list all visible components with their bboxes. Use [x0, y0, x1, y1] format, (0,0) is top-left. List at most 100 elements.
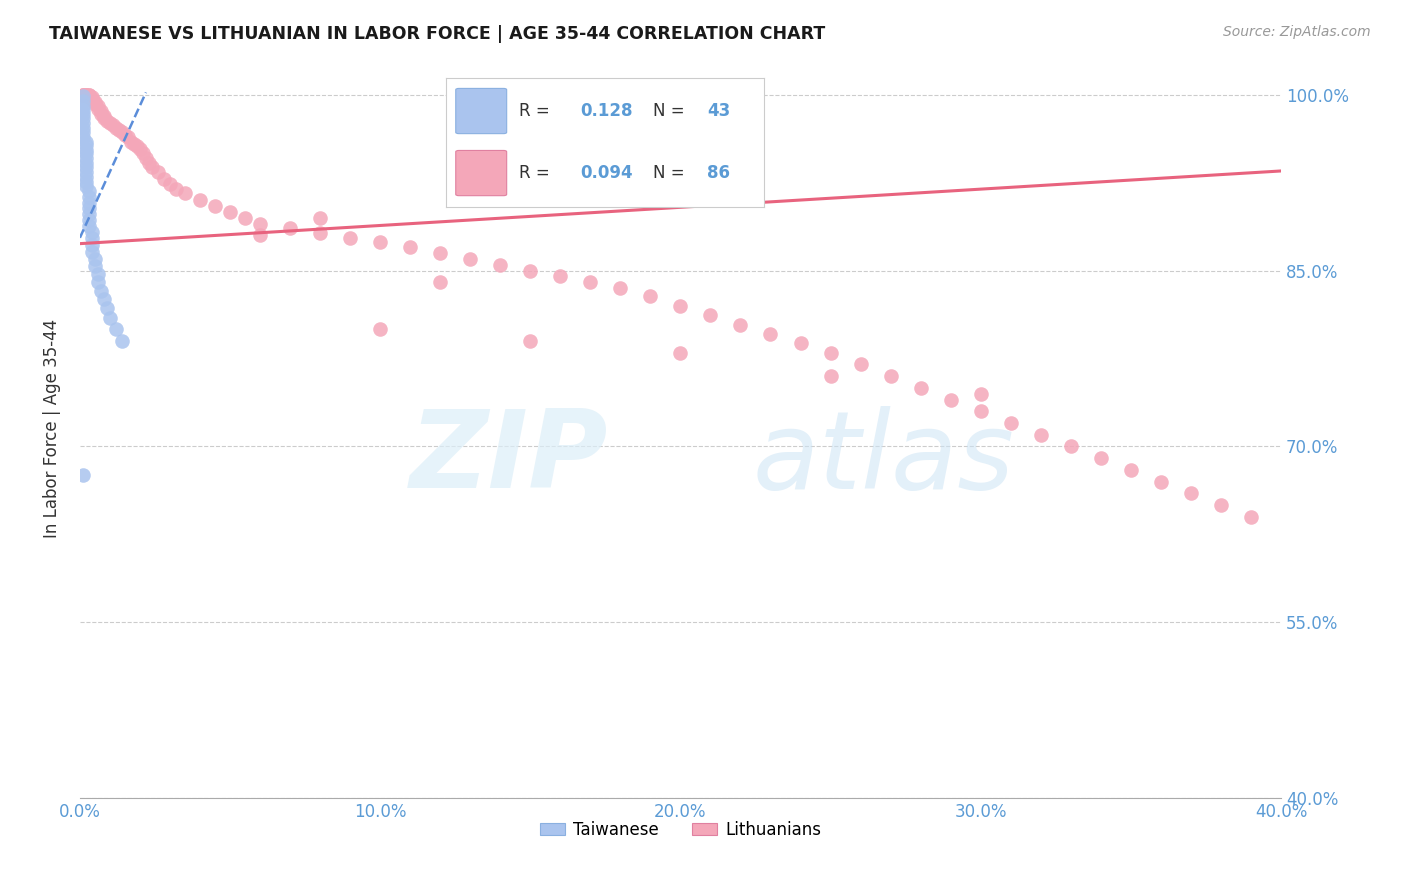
Point	[93, 292, 115, 306]
Point	[1060, 440, 1083, 454]
Point	[72, 99, 94, 113]
Point	[368, 235, 391, 250]
Point	[98, 310, 121, 325]
Point	[72, 89, 94, 103]
Point	[75, 174, 97, 188]
Point	[1090, 451, 1112, 466]
Point	[72, 130, 94, 145]
Point	[75, 87, 97, 102]
Point	[75, 179, 97, 194]
Point	[77, 202, 100, 216]
Point	[399, 240, 422, 254]
Point	[820, 369, 842, 384]
Point	[80, 90, 103, 104]
Point	[72, 87, 94, 102]
Point	[96, 113, 118, 128]
Point	[669, 345, 692, 359]
Point	[77, 87, 100, 102]
Point	[1029, 427, 1052, 442]
Text: ZIP: ZIP	[411, 405, 609, 511]
Legend: Taiwanese, Lithuanians: Taiwanese, Lithuanians	[533, 814, 828, 846]
Point	[135, 151, 157, 165]
Point	[429, 276, 451, 290]
Point	[120, 135, 142, 149]
Point	[80, 231, 103, 245]
Point	[98, 116, 121, 130]
Point	[759, 326, 782, 341]
Point	[80, 237, 103, 252]
Point	[80, 92, 103, 106]
Point	[72, 106, 94, 120]
Point	[75, 165, 97, 179]
Point	[77, 207, 100, 221]
Point	[165, 181, 187, 195]
Point	[77, 195, 100, 210]
Point	[75, 161, 97, 175]
Point	[111, 334, 134, 348]
Point	[72, 120, 94, 135]
Point	[90, 104, 112, 119]
Y-axis label: In Labor Force | Age 35-44: In Labor Force | Age 35-44	[44, 319, 60, 539]
Point	[849, 358, 872, 372]
Point	[939, 392, 962, 407]
Point	[83, 97, 105, 112]
Point	[117, 130, 139, 145]
Point	[249, 228, 271, 243]
Point	[339, 231, 361, 245]
Point	[111, 125, 134, 139]
Point	[104, 120, 127, 135]
Text: Source: ZipAtlas.com: Source: ZipAtlas.com	[1223, 25, 1371, 39]
Point	[278, 221, 301, 235]
Point	[101, 118, 124, 132]
Point	[910, 381, 932, 395]
Point	[174, 186, 197, 201]
Point	[141, 161, 163, 175]
Text: TAIWANESE VS LITHUANIAN IN LABOR FORCE | AGE 35-44 CORRELATION CHART: TAIWANESE VS LITHUANIAN IN LABOR FORCE |…	[49, 25, 825, 43]
Point	[87, 276, 110, 290]
Point	[75, 151, 97, 165]
Point	[77, 184, 100, 198]
Point	[80, 225, 103, 239]
Point	[72, 116, 94, 130]
Point	[83, 252, 105, 266]
Point	[153, 172, 176, 186]
Point	[1209, 498, 1232, 512]
Point	[72, 103, 94, 117]
Point	[789, 336, 811, 351]
Point	[87, 99, 110, 113]
Point	[699, 308, 721, 322]
Point	[77, 190, 100, 204]
Point	[669, 299, 692, 313]
Point	[72, 125, 94, 139]
Point	[83, 95, 105, 109]
Point	[550, 269, 572, 284]
Point	[640, 289, 662, 303]
Point	[90, 284, 112, 298]
Point	[820, 345, 842, 359]
Point	[970, 386, 993, 401]
Point	[104, 322, 127, 336]
Point	[87, 102, 110, 116]
Point	[579, 276, 602, 290]
Point	[519, 263, 541, 277]
Point	[75, 143, 97, 157]
Point	[77, 90, 100, 104]
Point	[75, 138, 97, 153]
Point	[72, 87, 94, 102]
Point	[75, 169, 97, 184]
Point	[77, 219, 100, 233]
Point	[75, 87, 97, 102]
Point	[970, 404, 993, 418]
Point	[233, 211, 256, 225]
Point	[249, 217, 271, 231]
Point	[1000, 416, 1022, 430]
Point	[75, 155, 97, 169]
Point	[125, 139, 148, 153]
Point	[87, 267, 110, 281]
Point	[77, 213, 100, 227]
Point	[219, 205, 242, 219]
Text: atlas: atlas	[752, 406, 1014, 511]
Point	[93, 112, 115, 126]
Point	[429, 246, 451, 260]
Point	[188, 194, 211, 208]
